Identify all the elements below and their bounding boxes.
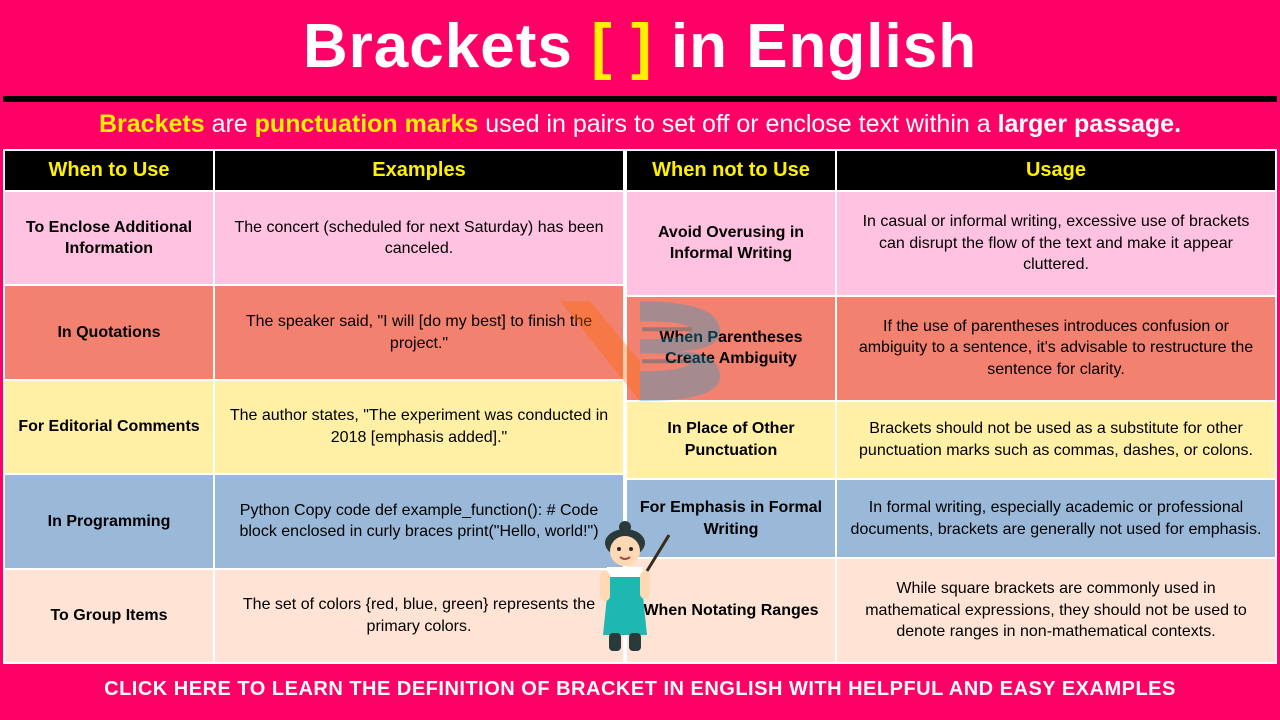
table-row: Avoid Overusing in Informal WritingIn ca… [626,191,1276,296]
infographic-frame: Brackets [ ] in English Brackets are pun… [0,0,1280,720]
row-content: While square brackets are commonly used … [836,558,1276,663]
table-row: To Enclose Additional InformationThe con… [4,191,624,285]
row-content: Python Copy code def example_function():… [214,474,624,568]
row-label: To Enclose Additional Information [4,191,214,285]
table-row: For Editorial CommentsThe author states,… [4,380,624,474]
row-label: For Emphasis in Formal Writing [626,479,836,558]
title-text-2: in English [653,12,977,81]
table-row: In ProgrammingPython Copy code def examp… [4,474,624,568]
when-not-to-use-table: When not to Use Usage Avoid Overusing in… [625,149,1277,664]
row-content: If the use of parentheses introduces con… [836,296,1276,401]
row-label: In Programming [4,474,214,568]
row-label: Avoid Overusing in Informal Writing [626,191,836,296]
row-content: In formal writing, especially academic o… [836,479,1276,558]
row-content: The speaker said, "I will [do my best] t… [214,285,624,379]
row-content: The author states, "The experiment was c… [214,380,624,474]
row-label: To Group Items [4,569,214,663]
row-content: Brackets should not be used as a substit… [836,401,1276,480]
table-row: When Parentheses Create AmbiguityIf the … [626,296,1276,401]
table-header: When not to Use [626,150,836,191]
row-label: In Place of Other Punctuation [626,401,836,480]
row-content: In casual or informal writing, excessive… [836,191,1276,296]
tables-container: When to Use Examples To Enclose Addition… [3,149,1277,664]
table-row: To Group ItemsThe set of colors {red, bl… [4,569,624,663]
main-title: Brackets [ ] in English [3,3,1277,96]
bracket-close-icon: ] [631,12,653,81]
table-header: Examples [214,150,624,191]
when-to-use-table: When to Use Examples To Enclose Addition… [3,149,625,664]
row-label: In Quotations [4,285,214,379]
row-content: The concert (scheduled for next Saturday… [214,191,624,285]
bracket-open-icon: [ [591,12,613,81]
table-header: Usage [836,150,1276,191]
table-row: In QuotationsThe speaker said, "I will [… [4,285,624,379]
row-content: The set of colors {red, blue, green} rep… [214,569,624,663]
table-row: When Notating RangesWhile square bracket… [626,558,1276,663]
footer-cta[interactable]: CLICK HERE TO LEARN THE DEFINITION OF BR… [3,664,1277,717]
table-row: For Emphasis in Formal WritingIn formal … [626,479,1276,558]
row-label: For Editorial Comments [4,380,214,474]
row-label: When Parentheses Create Ambiguity [626,296,836,401]
row-label: When Notating Ranges [626,558,836,663]
title-text-1: Brackets [303,12,591,81]
subtitle: Brackets are punctuation marks used in p… [3,96,1277,149]
table-header: When to Use [4,150,214,191]
table-row: In Place of Other PunctuationBrackets sh… [626,401,1276,480]
